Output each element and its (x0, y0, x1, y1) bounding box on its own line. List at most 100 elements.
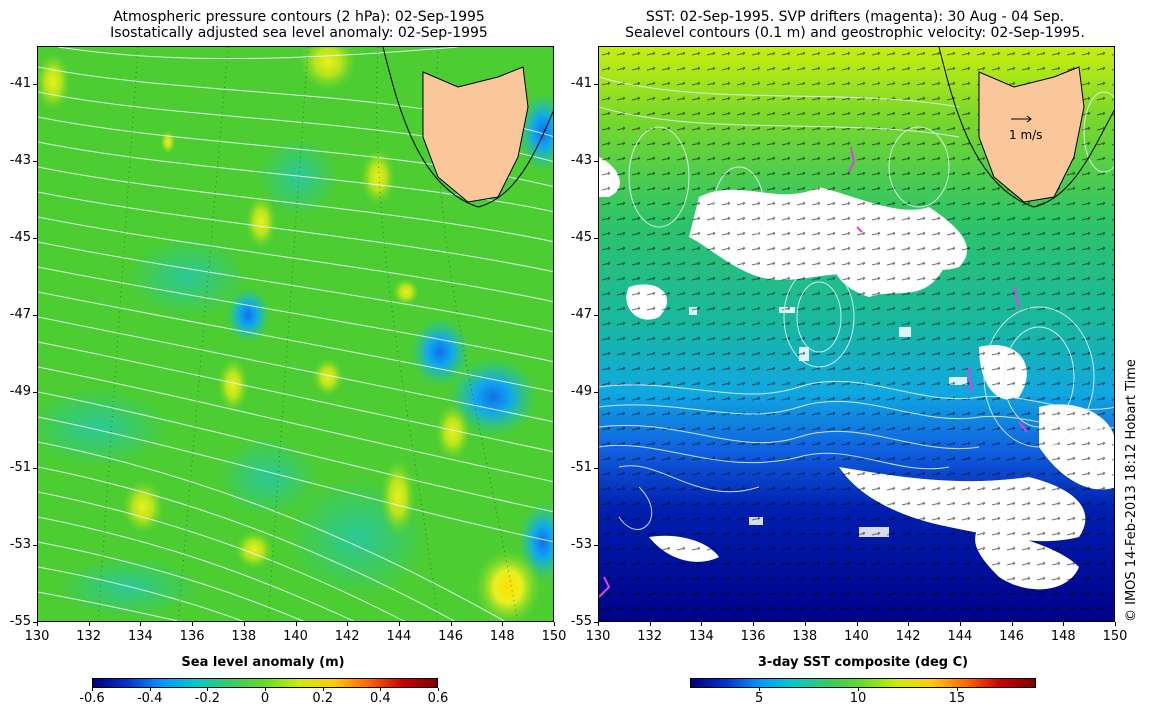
right-x-tick-label: 130 (585, 629, 611, 644)
left-x-tick-label: 146 (438, 629, 463, 644)
sla-colorbar-tick (265, 688, 266, 691)
right-x-tick-label: 136 (740, 629, 766, 644)
left-x-tick-label: 134 (127, 629, 153, 644)
right-title-line2: Sealevel contours (0.1 m) and geostrophi… (625, 25, 1085, 41)
left-title-line1: Atmospheric pressure contours (2 hPa): 0… (113, 9, 485, 25)
left-y-tick-label: -51 (9, 460, 31, 476)
sst-map-graphic: 1 m/s (599, 47, 1114, 621)
right-y-tick-label: -55 (570, 614, 592, 629)
right-title-line1: SST: 02-Sep-1995. SVP drifters (magenta)… (645, 9, 1065, 25)
left-y-tick-label: -49 (9, 383, 31, 399)
left-y-tick (33, 161, 37, 163)
left-y-tick-label: -43 (9, 153, 31, 169)
left-x-tick (192, 622, 194, 626)
credit-text: © IMOS 14-Feb-2013 18:12 Hobart Time (1124, 359, 1139, 622)
left-title-line2: Isostatically adjusted sea level anomaly… (110, 25, 488, 41)
sst-colorbar-tick (759, 688, 761, 691)
right-x-tick (753, 622, 755, 626)
right-y-tick-label: -49 (570, 383, 592, 399)
right-y-tick-label: -45 (570, 230, 592, 245)
right-x-tick-label: 148 (1050, 629, 1076, 644)
left-y-tick (33, 238, 37, 239)
sla-colorbar-label: -0.4 (136, 691, 163, 706)
sla-colorbar-tick (438, 688, 439, 691)
left-y-tick (33, 391, 37, 393)
sla-colorbar (92, 678, 438, 688)
sla-colorbar-label: -0.2 (194, 691, 221, 706)
right-x-tick (1063, 622, 1065, 626)
left-x-tick-label: 144 (386, 629, 412, 644)
left-x-tick (554, 622, 555, 626)
velocity-scale-label: 1 m/s (1009, 128, 1042, 142)
right-y-tick (594, 545, 598, 547)
left-x-tick-label: 130 (24, 629, 50, 644)
right-y-tick-label: -47 (570, 306, 592, 322)
right-y-tick-label: -53 (570, 537, 592, 553)
tasmania-land-sst (938, 47, 1114, 208)
left-title: Atmospheric pressure contours (2 hPa): 0… (37, 9, 561, 41)
left-x-tick-label: 132 (76, 629, 102, 644)
right-y-tick (594, 391, 598, 393)
left-x-tick-label: 142 (334, 629, 360, 644)
left-x-tick (347, 622, 349, 626)
sst-colorbar-label: 15 (948, 691, 966, 706)
right-y-tick-label: -51 (570, 460, 592, 476)
left-x-tick (502, 622, 504, 626)
left-x-tick (243, 622, 245, 626)
left-y-tick (33, 468, 37, 470)
sla-colorbar-tick (207, 688, 209, 691)
right-x-tick (908, 622, 910, 626)
sst-composite-map[interactable]: 1 m/s (598, 46, 1115, 622)
right-x-tick-label: 142 (895, 629, 921, 644)
right-x-tick-label: 138 (792, 629, 818, 644)
right-title: SST: 02-Sep-1995. SVP drifters (magenta)… (575, 9, 1135, 41)
sla-colorbar-label: 0.4 (369, 691, 391, 706)
right-x-tick (959, 622, 961, 626)
right-x-tick-label: 132 (637, 629, 663, 644)
sla-colorbar-tick (92, 688, 93, 691)
right-y-tick (594, 468, 598, 470)
right-x-tick-label: 146 (999, 629, 1024, 644)
left-y-tick-label: -47 (9, 306, 31, 322)
right-y-tick-label: -41 (570, 76, 592, 92)
left-y-tick-label: -41 (9, 76, 31, 92)
right-x-tick (649, 622, 651, 626)
sla-colorbar-label: 0.2 (312, 691, 333, 706)
right-x-tick-label: 140 (844, 629, 869, 644)
svp-drifter-tracks (599, 146, 1028, 598)
sst-colorbar-label: 5 (755, 691, 764, 706)
sst-colorbar (690, 678, 1036, 688)
sst-colorbar-tick (858, 688, 860, 691)
left-x-tick-label: 138 (231, 629, 257, 644)
right-x-tick (598, 622, 599, 626)
dotted-lines (97, 47, 519, 621)
left-x-tick (88, 622, 90, 626)
left-x-tick-label: 150 (541, 629, 567, 644)
velocity-scale-arrow (1011, 115, 1032, 123)
sla-colorbar-label: 0 (260, 691, 270, 706)
sla-colorbar-tick (149, 688, 151, 691)
left-y-tick (33, 84, 37, 86)
sst-colorbar-label: 10 (849, 691, 867, 706)
left-y-tick (33, 545, 37, 547)
right-x-tick-label: 150 (1102, 629, 1128, 644)
left-y-tick (33, 622, 37, 623)
right-y-tick (594, 238, 598, 239)
right-x-tick (856, 622, 858, 626)
left-y-tick (33, 314, 37, 316)
sla-map-graphic (38, 47, 553, 621)
right-colorbar-title: 3-day SST composite (deg C) (757, 655, 969, 670)
left-y-tick-label: -45 (9, 230, 31, 245)
right-y-tick (594, 84, 598, 86)
sla-colorbar-label: 0.6 (427, 691, 449, 706)
sla-colorbar-label: -0.6 (79, 691, 105, 706)
right-x-tick (1011, 622, 1013, 626)
sea-level-contours (599, 76, 1114, 530)
left-x-tick (37, 622, 38, 626)
right-x-tick (804, 622, 806, 626)
sea-level-anomaly-map[interactable] (37, 46, 554, 622)
left-x-tick (398, 622, 400, 626)
sla-colorbar-tick (380, 688, 382, 691)
sst-colorbar-tick (956, 688, 958, 691)
right-x-tick-label: 134 (688, 629, 714, 644)
